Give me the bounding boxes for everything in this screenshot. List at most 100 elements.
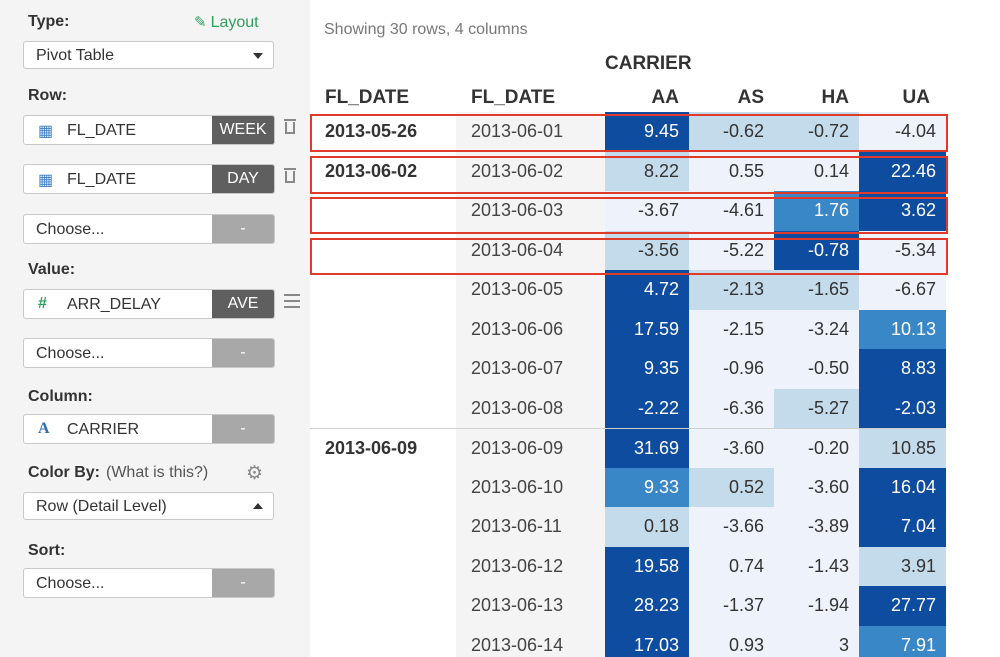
value-cell: -5.34 <box>859 230 946 270</box>
value-cell: 8.22 <box>605 151 689 191</box>
layout-link[interactable]: ✎ Layout <box>194 13 259 32</box>
column-header-as: AS <box>737 87 764 108</box>
row-field-day[interactable]: ▦ FL_DATE DAY <box>23 164 275 194</box>
trash-icon[interactable] <box>284 168 296 183</box>
value-cell: -3.56 <box>605 230 689 270</box>
calendar-icon: ▦ <box>38 172 54 189</box>
color-by-select-value: Row (Detail Level) <box>36 498 167 515</box>
value-aggregation-button[interactable]: AVE <box>212 290 274 318</box>
value-cell: 3 <box>774 625 859 657</box>
row-field-name: FL_DATE <box>67 122 137 139</box>
row-field-aggregation-button[interactable]: WEEK <box>212 116 274 144</box>
value-cell: 9.45 <box>605 112 689 152</box>
value-cell: 0.14 <box>774 151 859 191</box>
week-cell <box>310 389 456 429</box>
value-cell: -0.78 <box>774 230 859 270</box>
row-choose-field[interactable]: Choose... - <box>23 214 275 244</box>
column-field[interactable]: A CARRIER - <box>23 414 275 444</box>
row-header-day: FL_DATE <box>471 87 556 108</box>
value-cell: 9.35 <box>605 349 689 389</box>
color-by-label-text: Color By: <box>28 464 100 481</box>
table-row: 2013-06-05 4.72 -2.13 -1.65 -6.67 <box>310 270 946 310</box>
week-cell <box>310 547 456 587</box>
type-label: Type: <box>28 13 70 30</box>
row-choose-placeholder: Choose... <box>36 221 105 238</box>
table-row: 2013-06-06 17.59 -2.15 -3.24 10.13 <box>310 309 946 349</box>
chevron-up-icon <box>253 503 263 509</box>
value-cell: -6.36 <box>689 388 774 428</box>
column-header-ua: UA <box>902 87 930 108</box>
chevron-down-icon <box>253 53 263 59</box>
color-by-help-link[interactable]: (What is this?) <box>106 464 209 481</box>
row-choose-button[interactable]: - <box>212 215 274 243</box>
row-field-aggregation-button[interactable]: DAY <box>212 165 274 193</box>
week-cell <box>310 191 456 231</box>
date-cell: 2013-06-12 <box>456 546 605 586</box>
week-cell <box>310 468 456 508</box>
week-cell: 2013-06-02 <box>325 160 418 181</box>
value-cell: -5.27 <box>774 388 859 428</box>
gear-icon[interactable]: ⚙ <box>246 463 264 484</box>
pencil-icon: ✎ <box>194 14 207 31</box>
text-type-icon: A <box>38 420 50 437</box>
color-by-select[interactable]: Row (Detail Level) <box>23 492 274 520</box>
value-cell: 1.76 <box>774 191 859 231</box>
pivot-table-area: Showing 30 rows, 4 columns CARRIER FL_DA… <box>310 0 1000 657</box>
table-row: 2013-06-13 28.23 -1.37 -1.94 27.77 <box>310 586 946 626</box>
value-choose-field[interactable]: Choose... - <box>23 338 275 368</box>
table-row: 2013-06-12 19.58 0.74 -1.43 3.91 <box>310 546 946 587</box>
value-cell: 28.23 <box>605 586 689 626</box>
table-row: 2013-06-08 -2.22 -6.36 -5.27 -2.03 <box>310 388 946 429</box>
layout-link-label: Layout <box>210 14 259 31</box>
value-cell: -2.15 <box>689 309 774 349</box>
value-field-name: ARR_DELAY <box>67 296 161 313</box>
type-select-value: Pivot Table <box>36 47 114 64</box>
value-cell: -0.62 <box>689 112 774 152</box>
date-cell: 2013-06-05 <box>456 270 605 310</box>
table-row: 2013-06-07 9.35 -0.96 -0.50 8.83 <box>310 349 946 389</box>
date-cell: 2013-06-11 <box>456 507 605 547</box>
value-cell: 9.33 <box>605 467 689 507</box>
value-choose-placeholder: Choose... <box>36 345 105 362</box>
hash-icon: # <box>38 295 47 312</box>
table-row: 2013-06-02 2013-06-02 8.22 0.55 0.14 22.46 <box>310 151 946 191</box>
date-cell: 2013-06-02 <box>456 151 605 191</box>
table-row: 2013-06-09 2013-06-09 31.69 -3.60 -0.20 10.85 <box>310 427 946 468</box>
row-label: Row: <box>28 87 68 104</box>
trash-icon[interactable] <box>284 119 296 134</box>
value-cell: -1.65 <box>774 270 859 310</box>
week-cell: 2013-05-26 <box>325 121 418 142</box>
row-field-name: FL_DATE <box>67 171 137 188</box>
sort-label: Sort: <box>28 542 66 559</box>
date-cell: 2013-06-01 <box>456 112 605 152</box>
type-select[interactable]: Pivot Table <box>23 41 274 69</box>
value-cell: -6.67 <box>859 270 946 310</box>
table-row: 2013-06-03 -3.67 -4.61 1.76 3.62 <box>310 191 946 231</box>
value-cell: 3.91 <box>859 546 946 586</box>
value-cell: -2.22 <box>605 388 689 428</box>
value-cell: 0.74 <box>689 546 774 586</box>
value-cell: 22.46 <box>859 151 946 191</box>
menu-icon[interactable] <box>284 294 300 312</box>
sort-choose-placeholder: Choose... <box>36 575 105 592</box>
sort-choose-field[interactable]: Choose... - <box>23 568 275 598</box>
table-row: 2013-06-04 -3.56 -5.22 -0.78 -5.34 <box>310 230 946 270</box>
date-cell: 2013-06-10 <box>456 467 605 507</box>
sort-choose-button[interactable]: - <box>212 569 274 597</box>
value-cell: 0.18 <box>605 507 689 547</box>
value-choose-button[interactable]: - <box>212 339 274 367</box>
value-cell: 10.13 <box>859 309 946 349</box>
row-field-week[interactable]: ▦ FL_DATE WEEK <box>23 115 275 145</box>
value-cell: -0.20 <box>774 427 859 468</box>
date-cell: 2013-06-07 <box>456 349 605 389</box>
date-cell: 2013-06-08 <box>456 388 605 428</box>
value-cell: -4.04 <box>859 112 946 152</box>
date-cell: 2013-06-13 <box>456 586 605 626</box>
value-cell: -3.89 <box>774 507 859 547</box>
column-group-header: CARRIER <box>605 53 692 74</box>
column-field-button[interactable]: - <box>212 415 274 443</box>
value-cell: -0.50 <box>774 349 859 389</box>
value-cell: -4.61 <box>689 191 774 231</box>
value-field[interactable]: # ARR_DELAY AVE <box>23 289 275 319</box>
value-cell: 16.04 <box>859 467 946 507</box>
